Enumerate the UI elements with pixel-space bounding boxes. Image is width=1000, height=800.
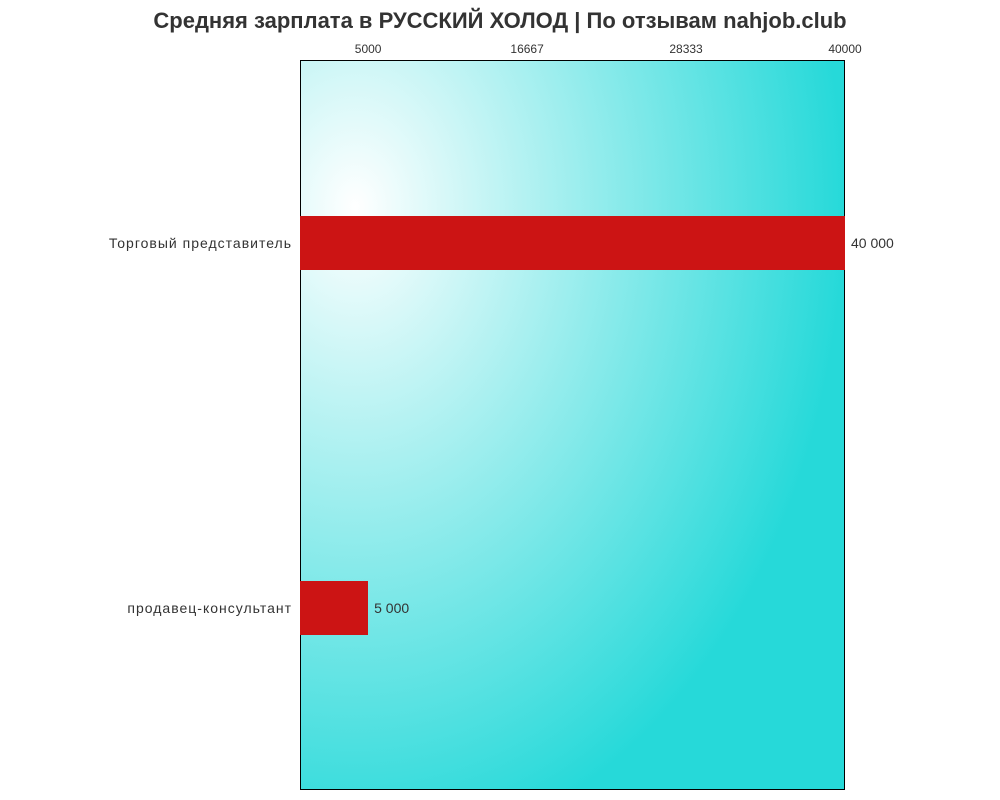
y-axis-category-label: продавец-консультант [127,600,300,616]
y-axis-category-label: Торговый представитель [109,235,300,251]
bar [300,216,845,270]
chart-title: Средняя зарплата в РУССКИЙ ХОЛОД | По от… [0,0,1000,34]
x-axis-tick-label: 28333 [669,42,702,56]
chart-container: 5000166672833340000Торговый представител… [300,60,845,790]
plot-area [300,60,845,790]
bar-value-label: 5 000 [368,600,409,616]
bar [300,581,368,635]
x-axis-tick-label: 16667 [510,42,543,56]
x-axis-tick-label: 40000 [828,42,861,56]
bar-value-label: 40 000 [845,235,894,251]
x-axis-tick-label: 5000 [355,42,382,56]
